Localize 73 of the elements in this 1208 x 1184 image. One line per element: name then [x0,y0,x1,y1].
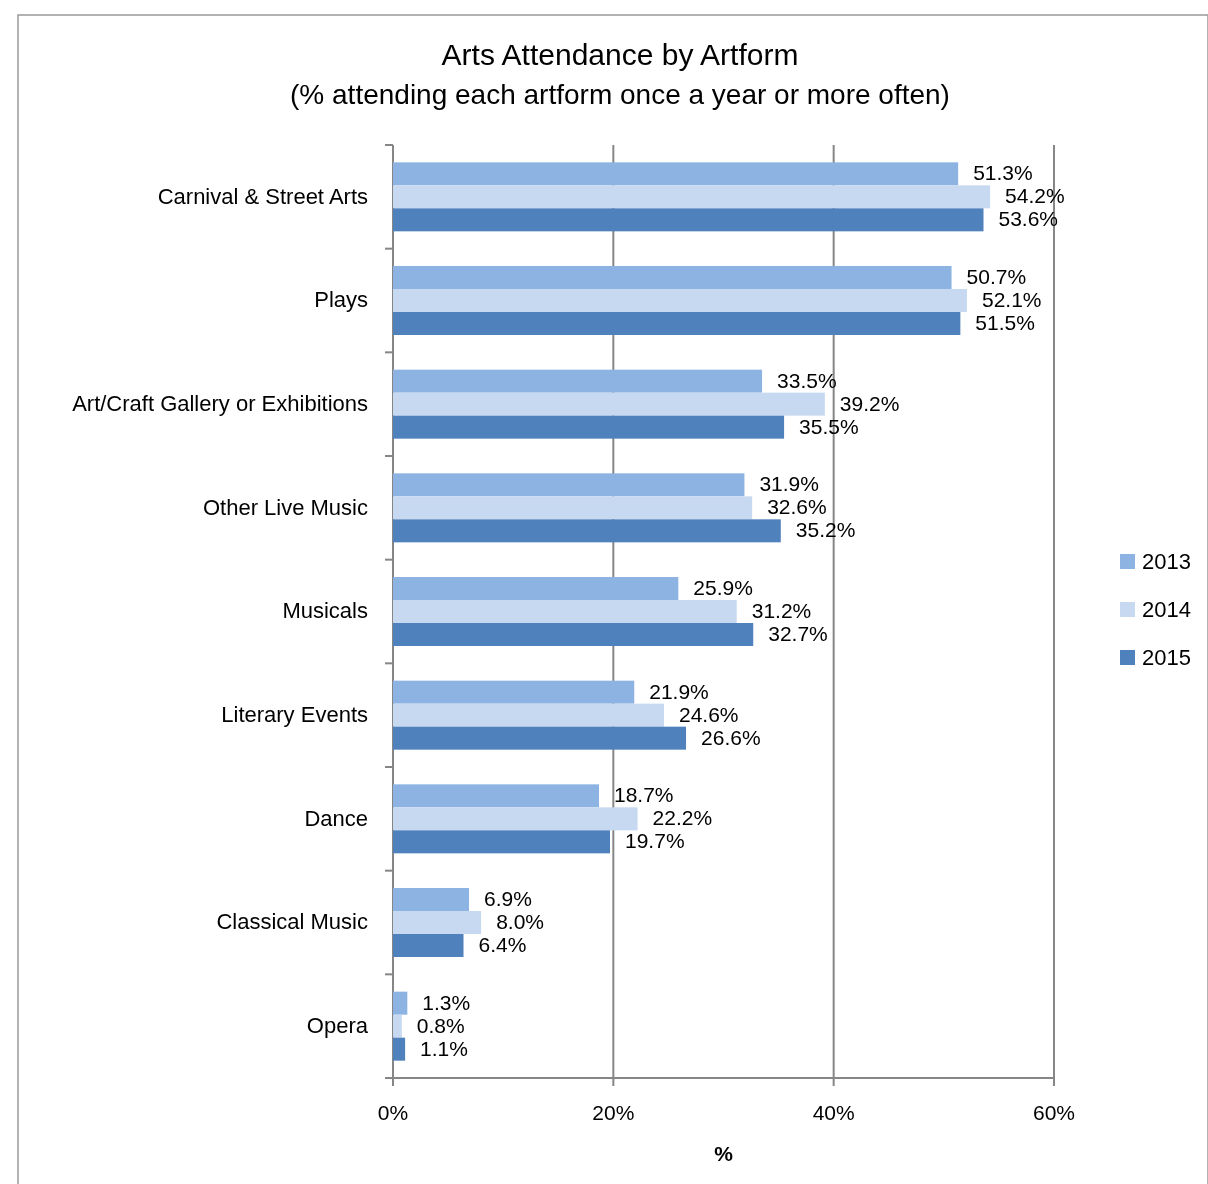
bar [393,911,482,934]
data-label: 21.9% [649,679,709,703]
data-label: 51.3% [973,161,1033,185]
data-label: 31.2% [751,599,812,623]
bar [393,369,763,393]
x-tick-label: 0% [377,1101,409,1124]
bar [393,289,967,312]
bar [393,312,961,335]
bar [393,1014,402,1038]
data-label: 26.6% [701,725,761,749]
bar [393,473,745,497]
x-tick-label: 40% [812,1101,855,1124]
chart-subtitle: (% attending each artform once a year or more often) [290,79,950,110]
data-label: 54.2% [1005,184,1065,208]
bar [393,703,665,727]
data-label: 22.2% [652,806,713,830]
legend-label: 2013 [1142,548,1191,574]
y-tick-label: Carnival & Street Arts [157,183,368,209]
bar [393,991,408,1015]
bar [393,1037,406,1061]
data-label: 1.3% [422,990,471,1014]
data-label: 6.4% [478,933,527,957]
y-tick-label: Opera [306,1012,369,1038]
data-label: 0.8% [416,1013,465,1037]
bar [393,577,679,600]
bar [393,623,754,646]
bar [393,162,959,186]
bar [393,726,687,750]
data-label: 1.1% [420,1036,468,1060]
data-label: 51.5% [975,311,1035,335]
x-tick-label: 60% [1032,1101,1076,1124]
bar [393,600,737,623]
data-label: 35.5% [799,414,859,438]
y-tick-label: Other Live Music [202,494,368,520]
data-label: 52.1% [981,288,1042,312]
bar [393,680,635,704]
data-label: 32.7% [768,622,828,646]
bar [393,392,825,416]
legend-label: 2015 [1142,644,1191,670]
data-label: 25.9% [693,576,753,600]
bar [393,208,984,232]
bar [393,784,600,808]
data-label: 31.9% [759,472,819,496]
bar [393,266,952,289]
bar [393,934,464,957]
legend-label: 2014 [1142,596,1191,622]
y-tick-label: Art/Craft Gallery or Exhibitions [72,390,368,416]
data-label: 33.5% [777,368,837,392]
data-label: 19.7% [625,829,685,853]
bar [393,519,781,543]
data-label: 53.6% [998,207,1059,231]
data-label: 35.2% [795,518,856,542]
data-label: 18.7% [614,783,674,807]
bar [393,185,991,209]
data-label: 8.0% [496,910,545,934]
data-label: 24.6% [679,702,739,726]
bar [393,415,785,439]
bar [393,496,753,520]
bar [393,830,611,854]
y-tick-label: Literary Events [221,701,368,727]
y-tick-label: Musicals [282,598,368,624]
y-tick-label: Classical Music [216,909,368,935]
data-label: 32.6% [767,495,827,519]
y-tick-label: Plays [314,287,368,313]
x-axis-title: % [714,1142,734,1165]
chart-title: Arts Attendance by Artform [441,38,799,71]
y-tick-label: Dance [304,805,368,831]
bar [393,888,470,911]
data-label: 6.9% [484,887,532,911]
data-label: 50.7% [966,265,1027,289]
data-label: 39.2% [839,391,900,415]
bar [393,807,638,831]
x-tick-label: 20% [592,1101,635,1124]
